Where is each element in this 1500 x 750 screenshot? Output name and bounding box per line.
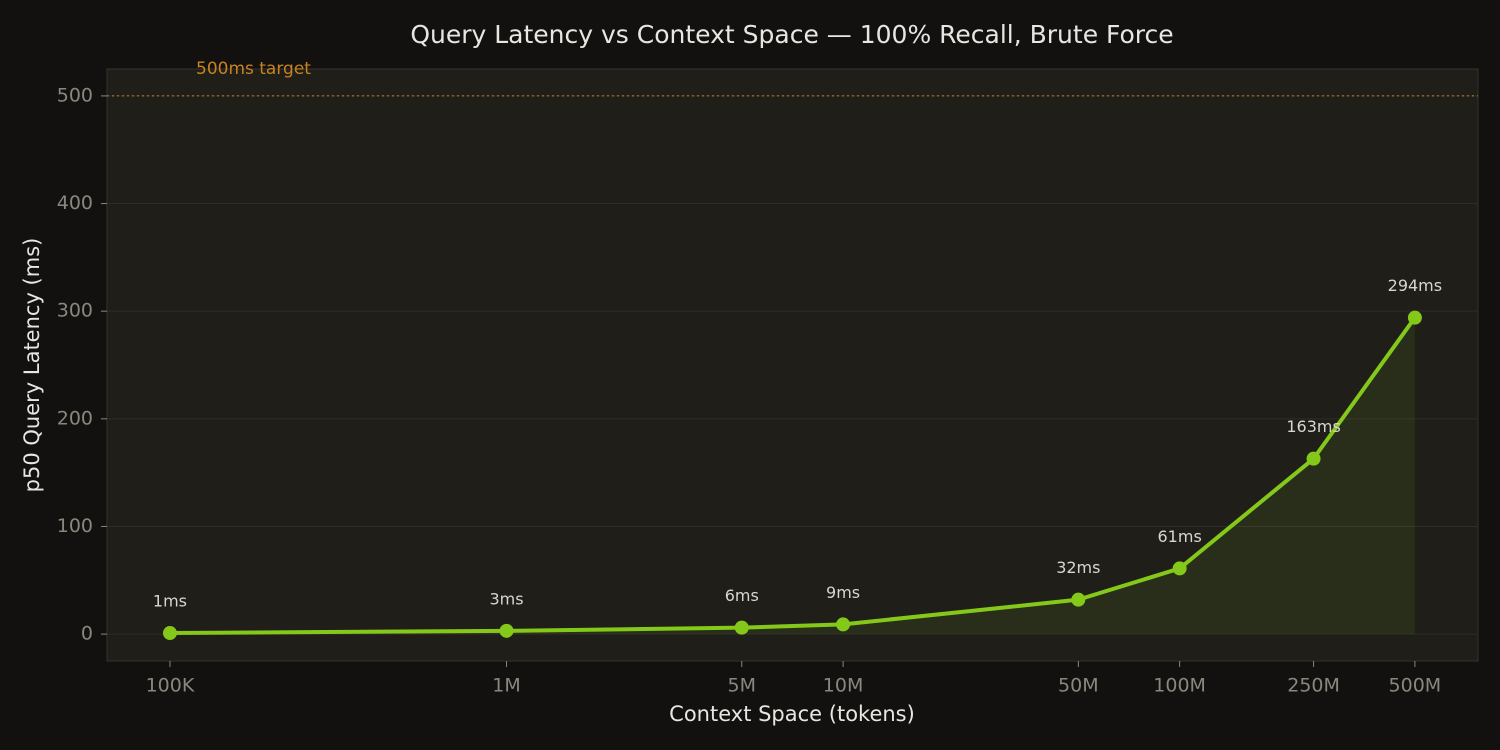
y-tick-label: 100: [57, 515, 93, 537]
point: [1407, 310, 1422, 325]
y-tick-label: 200: [57, 407, 93, 429]
x-tick-label: 250M: [1287, 675, 1340, 697]
data-label: 61ms: [1158, 527, 1202, 546]
target-label: 500ms target: [196, 59, 311, 79]
x-tick-label: 50M: [1058, 675, 1099, 697]
y-tick-label: 300: [57, 300, 93, 322]
x-tick-label: 10M: [823, 675, 864, 697]
x-tick-label: 5M: [728, 675, 756, 697]
data-label: 32ms: [1056, 558, 1100, 577]
x-tick-label: 500M: [1389, 675, 1442, 697]
x-tick-label: 1M: [492, 675, 520, 697]
point: [499, 623, 514, 638]
point: [734, 620, 749, 635]
x-axis-label: Context Space (tokens): [669, 702, 915, 726]
data-label: 6ms: [725, 586, 759, 605]
y-tick-label: 500: [57, 84, 93, 106]
plot-area: [106, 68, 1479, 662]
data-label: 1ms: [153, 592, 187, 611]
point: [162, 626, 177, 641]
point: [1306, 451, 1321, 466]
area: [169, 317, 1415, 635]
y-axis-label: p50 Query Latency (ms): [20, 238, 44, 493]
line: [169, 316, 1417, 636]
point: [836, 617, 851, 632]
data-label: 9ms: [826, 583, 860, 602]
data-label: 294ms: [1388, 276, 1442, 295]
data-label: 3ms: [489, 589, 523, 608]
chart-title: Query Latency vs Context Space — 100% Re…: [410, 20, 1173, 49]
data-label: 163ms: [1286, 417, 1340, 436]
x-tick-label: 100K: [146, 675, 195, 697]
y-tick-label: 400: [57, 192, 93, 214]
y-tick-label: 0: [81, 623, 93, 645]
point: [1071, 592, 1086, 607]
point: [1172, 561, 1187, 576]
x-tick-label: 100M: [1153, 675, 1206, 697]
